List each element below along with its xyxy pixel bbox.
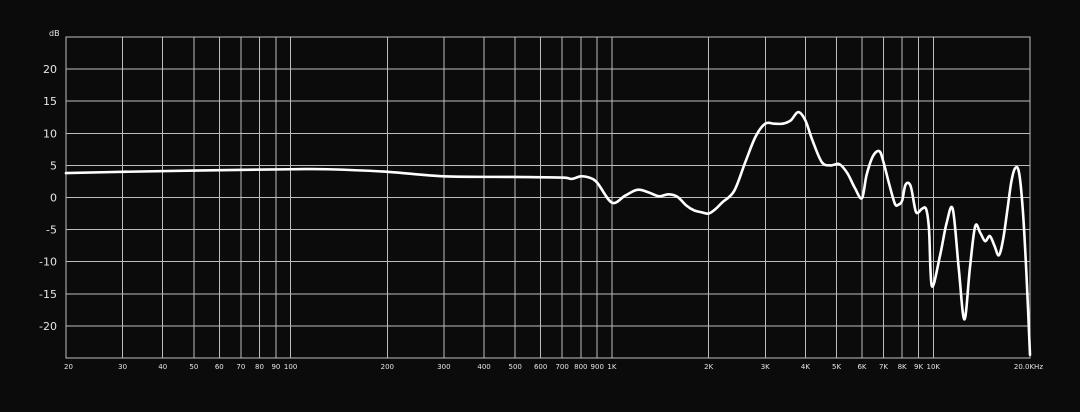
x-tick-label-60: 60 [215, 363, 224, 371]
x-tick-label-9k: 9K [914, 363, 923, 371]
x-tick-label-900: 900 [591, 363, 604, 371]
y-tick-label-5: -5 [46, 224, 57, 237]
x-tick-label-700: 700 [555, 363, 568, 371]
x-tick-label-30: 30 [118, 363, 127, 371]
x-tick-label-20: 20 [64, 363, 73, 371]
x-tick-label-200: 200 [381, 363, 394, 371]
y-tick-label-20: -20 [39, 320, 57, 333]
x-tick-label-5k: 5K [832, 363, 841, 371]
x-tick-label-400: 400 [477, 363, 490, 371]
y-tick-label-5: 5 [50, 159, 57, 172]
x-tick-label-500: 500 [509, 363, 522, 371]
plot-frame [65, 36, 1031, 359]
x-tick-label-90: 90 [271, 363, 280, 371]
x-tick-label-4k: 4K [801, 363, 810, 371]
x-tick-label-20-0khz: 20.0KHz [1014, 363, 1043, 371]
y-tick-label-0: 0 [50, 192, 57, 205]
x-tick-label-6k: 6K [857, 363, 866, 371]
plot-frame-layer [65, 36, 1031, 359]
y-tick-label-15: -15 [39, 288, 57, 301]
grid-layer [65, 37, 1031, 358]
x-tick-label-3k: 3K [761, 363, 770, 371]
x-tick-label-40: 40 [158, 363, 167, 371]
x-tick-label-7k: 7K [879, 363, 888, 371]
x-tick-label-2k: 2K [704, 363, 713, 371]
series-line-layer [64, 110, 1032, 357]
y-tick-label-20: 20 [43, 63, 57, 76]
x-tick-label-600: 600 [534, 363, 547, 371]
y-tick-label-10: -10 [39, 256, 57, 269]
x-tick-label-8k: 8K [898, 363, 907, 371]
y-axis-unit-label: dB [49, 29, 60, 38]
x-tick-label-50: 50 [189, 363, 198, 371]
x-tick-label-800: 800 [574, 363, 587, 371]
x-tick-label-1k: 1K [607, 363, 616, 371]
x-tick-label-70: 70 [236, 363, 245, 371]
y-tick-label-10: 10 [43, 127, 57, 140]
frequency-response-line [64, 110, 1032, 357]
x-tick-label-10k: 10K [927, 363, 941, 371]
x-tick-label-80: 80 [255, 363, 264, 371]
x-tick-label-300: 300 [437, 363, 450, 371]
x-tick-label-100: 100 [284, 363, 297, 371]
y-tick-label-15: 15 [43, 95, 57, 108]
